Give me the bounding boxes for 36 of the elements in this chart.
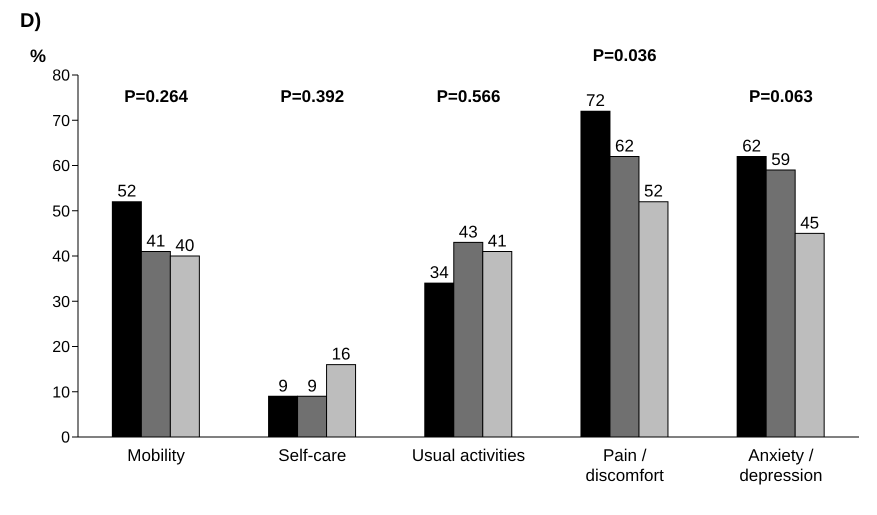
x-tick-label: Self-care <box>278 446 346 465</box>
y-tick-label: 80 <box>52 68 70 85</box>
annotation: P=0.063 <box>748 87 813 107</box>
data-label: 43 <box>458 222 478 242</box>
data-label: 41 <box>488 231 507 250</box>
x-tick-label: Anxiety / depression <box>739 446 822 485</box>
annotation: P=0.392 <box>280 87 344 107</box>
y-tick-label: 10 <box>52 384 70 402</box>
y-tick-label: 70 <box>52 112 70 130</box>
data-label: 62 <box>742 136 762 156</box>
annotation: P=0.264 <box>124 87 188 107</box>
data-label: 9 <box>278 376 288 396</box>
y-tick-label: 40 <box>52 248 70 266</box>
data-label: 52 <box>644 182 663 201</box>
x-tick-label: Usual activities <box>412 446 526 465</box>
data-label: 34 <box>430 263 449 282</box>
data-label: 59 <box>771 150 790 170</box>
data-label: 45 <box>800 213 820 232</box>
data-label: 41 <box>146 231 166 250</box>
data-label: 16 <box>332 344 351 364</box>
data-label: 62 <box>615 136 634 156</box>
data-label: 52 <box>117 182 136 201</box>
chart-title: D) <box>20 10 42 33</box>
data-label: 9 <box>307 376 317 396</box>
y-tick-label: 30 <box>52 294 70 311</box>
data-label: 40 <box>175 236 194 255</box>
y-tick-label: 60 <box>52 158 70 176</box>
annotation: P=0.566 <box>436 87 500 107</box>
data-label: 72 <box>586 91 605 110</box>
y-axis-title: % <box>30 46 46 67</box>
x-tick-label: Mobility <box>127 446 186 465</box>
x-tick-label: Pain / discomfort <box>585 446 664 485</box>
y-tick-label: 0 <box>61 430 70 447</box>
y-tick-label: 20 <box>52 339 70 356</box>
y-tick-label: 50 <box>52 203 70 220</box>
text: P=0.036 <box>592 46 657 66</box>
